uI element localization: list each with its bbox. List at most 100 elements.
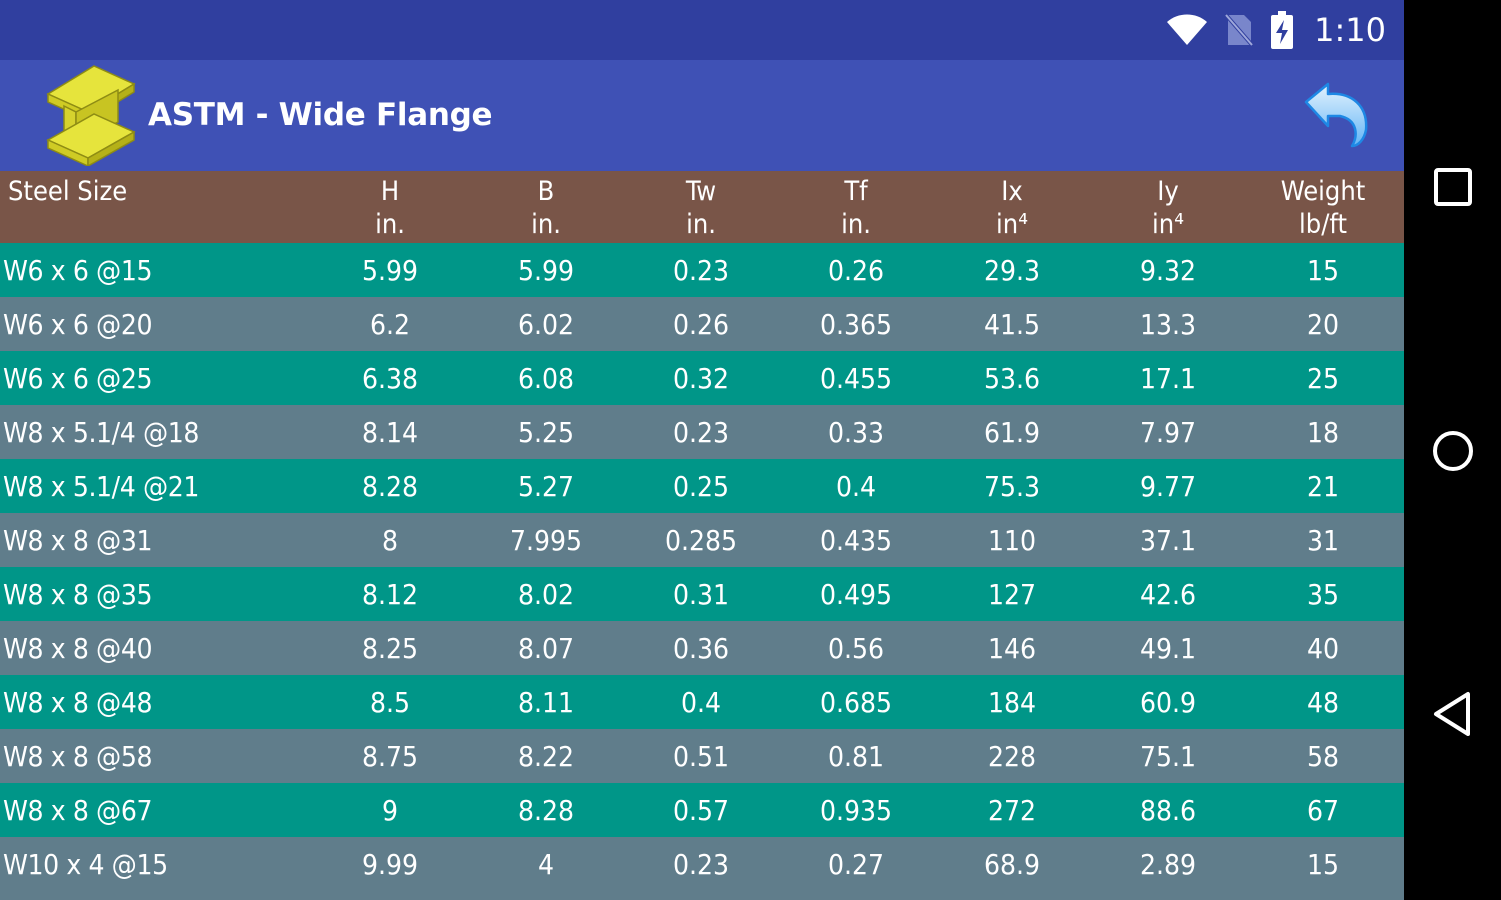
status-icons: 1:10 xyxy=(1166,0,1386,60)
cell-tf: 0.365 xyxy=(819,308,893,341)
cell-h: 8.14 xyxy=(361,416,419,449)
cell-b: 6.02 xyxy=(517,308,575,341)
cell-tf: 0.81 xyxy=(827,740,885,773)
table-row[interactable]: W8 x 8 @48 8.5 8.11 0.4 0.685 184 60.9 48 xyxy=(0,675,1404,729)
data-table: W6 x 6 @15 5.99 5.99 0.23 0.26 29.3 9.32 15 W6 x… xyxy=(0,243,1404,891)
wifi-icon xyxy=(1167,14,1208,45)
table-row[interactable]: W8 x 8 @31 8 7.995 0.285 0.435 110 37.1 31 xyxy=(0,513,1404,567)
recents-button[interactable] xyxy=(1404,142,1501,232)
cell-ix: 272 xyxy=(987,794,1037,827)
table-row[interactable]: W8 x 5.1/4 @18 8.14 5.25 0.23 0.33 61.9 7.97 18 xyxy=(0,405,1404,459)
cell-iy: 49.1 xyxy=(1139,632,1197,665)
cell-b: 8.28 xyxy=(517,794,575,827)
cell-steel-size: W6 x 6 @15 xyxy=(3,254,153,287)
app-bar: ASTM - Wide Flange xyxy=(0,60,1404,171)
header-h-label: H xyxy=(380,176,400,207)
cell-b: 6.08 xyxy=(517,362,575,395)
cell-iy: 13.3 xyxy=(1139,308,1197,341)
table-row[interactable]: W6 x 6 @25 6.38 6.08 0.32 0.455 53.6 17.1 25 xyxy=(0,351,1404,405)
app-title: ASTM - Wide Flange xyxy=(148,97,493,133)
cell-tw: 0.4 xyxy=(680,686,722,719)
cell-tw: 0.23 xyxy=(672,848,730,881)
home-circle-icon xyxy=(1432,431,1473,471)
cell-steel-size: W6 x 6 @20 xyxy=(3,308,153,341)
table-row[interactable]: W6 x 6 @20 6.2 6.02 0.26 0.365 41.5 13.3 20 xyxy=(0,297,1404,351)
cell-h: 8.12 xyxy=(361,578,419,611)
cell-b: 8.07 xyxy=(517,632,575,665)
cell-b: 5.27 xyxy=(517,470,575,503)
table-row[interactable]: W8 x 8 @35 8.12 8.02 0.31 0.495 127 42.6 35 xyxy=(0,567,1404,621)
table-row[interactable]: W8 x 8 @40 8.25 8.07 0.36 0.56 146 49.1 40 xyxy=(0,621,1404,675)
cell-tf: 0.56 xyxy=(827,632,885,665)
no-sim-icon xyxy=(1224,13,1254,47)
header-b-unit: in. xyxy=(531,209,561,240)
header-weight-label: Weight xyxy=(1280,176,1366,207)
cell-tw: 0.23 xyxy=(672,254,730,287)
cell-steel-size: W8 x 8 @67 xyxy=(3,794,153,827)
cell-steel-size: W8 x 8 @31 xyxy=(3,524,153,557)
table-row[interactable]: W6 x 6 @15 5.99 5.99 0.23 0.26 29.3 9.32 15 xyxy=(0,243,1404,297)
i-beam-icon xyxy=(46,65,136,166)
cell-ix: 53.6 xyxy=(983,362,1041,395)
cell-iy: 37.1 xyxy=(1139,524,1197,557)
header-tf-unit: in. xyxy=(841,209,871,240)
cell-tf: 0.435 xyxy=(819,524,893,557)
cell-tw: 0.51 xyxy=(672,740,730,773)
table-row[interactable]: W8 x 8 @58 8.75 8.22 0.51 0.81 228 75.1 58 xyxy=(0,729,1404,783)
cell-tw: 0.26 xyxy=(672,308,730,341)
header-tf: Tf in. xyxy=(796,171,916,243)
cell-b: 8.02 xyxy=(517,578,575,611)
cell-h: 6.2 xyxy=(369,308,411,341)
cell-h: 8.28 xyxy=(361,470,419,503)
table-row[interactable]: W8 x 5.1/4 @21 8.28 5.27 0.25 0.4 75.3 9.77 21 xyxy=(0,459,1404,513)
back-arrow-icon[interactable] xyxy=(1300,80,1372,148)
cell-ix: 127 xyxy=(987,578,1037,611)
home-button[interactable] xyxy=(1404,406,1501,496)
cell-steel-size: W8 x 5.1/4 @21 xyxy=(3,470,200,503)
recents-square-icon xyxy=(1433,168,1472,206)
cell-iy: 9.77 xyxy=(1139,470,1197,503)
cell-tw: 0.57 xyxy=(672,794,730,827)
cell-ix: 68.9 xyxy=(983,848,1041,881)
cell-steel-size: W8 x 5.1/4 @18 xyxy=(3,416,200,449)
cell-tw: 0.25 xyxy=(672,470,730,503)
cell-h: 9.99 xyxy=(361,848,419,881)
status-clock: 1:10 xyxy=(1314,11,1386,49)
cell-tw: 0.32 xyxy=(672,362,730,395)
cell-weight: 21 xyxy=(1306,470,1340,503)
cell-weight: 48 xyxy=(1306,686,1340,719)
table-row[interactable]: W8 x 8 @67 9 8.28 0.57 0.935 272 88.6 67 xyxy=(0,783,1404,837)
cell-ix: 184 xyxy=(987,686,1037,719)
cell-h: 8.5 xyxy=(369,686,411,719)
cell-steel-size: W10 x 4 @15 xyxy=(3,848,168,881)
cell-steel-size: W8 x 8 @40 xyxy=(3,632,153,665)
navigation-bar xyxy=(1404,0,1501,900)
cell-steel-size: W8 x 8 @58 xyxy=(3,740,153,773)
cell-tf: 0.33 xyxy=(827,416,885,449)
cell-h: 8.25 xyxy=(361,632,419,665)
back-nav-button[interactable] xyxy=(1404,669,1501,759)
cell-ix: 41.5 xyxy=(983,308,1041,341)
table-row[interactable]: W10 x 4 @15 9.99 4 0.23 0.27 68.9 2.89 15 xyxy=(0,837,1404,891)
cell-ix: 146 xyxy=(987,632,1037,665)
cell-weight: 15 xyxy=(1306,848,1340,881)
cell-b: 8.22 xyxy=(517,740,575,773)
cell-iy: 42.6 xyxy=(1139,578,1197,611)
header-iy-unit: in⁴ xyxy=(1152,209,1184,240)
cell-tw: 0.23 xyxy=(672,416,730,449)
cell-tw: 0.31 xyxy=(672,578,730,611)
cell-b: 5.25 xyxy=(517,416,575,449)
cell-tf: 0.495 xyxy=(819,578,893,611)
header-tw: Tw in. xyxy=(641,171,761,243)
back-triangle-icon xyxy=(1433,692,1470,736)
cell-h: 8.75 xyxy=(361,740,419,773)
header-tw-unit: in. xyxy=(686,209,716,240)
cell-tw: 0.36 xyxy=(672,632,730,665)
header-iy: Iy in⁴ xyxy=(1108,171,1228,243)
cell-b: 7.995 xyxy=(509,524,583,557)
cell-tf: 0.26 xyxy=(827,254,885,287)
cell-h: 8 xyxy=(381,524,399,557)
cell-steel-size: W8 x 8 @35 xyxy=(3,578,153,611)
